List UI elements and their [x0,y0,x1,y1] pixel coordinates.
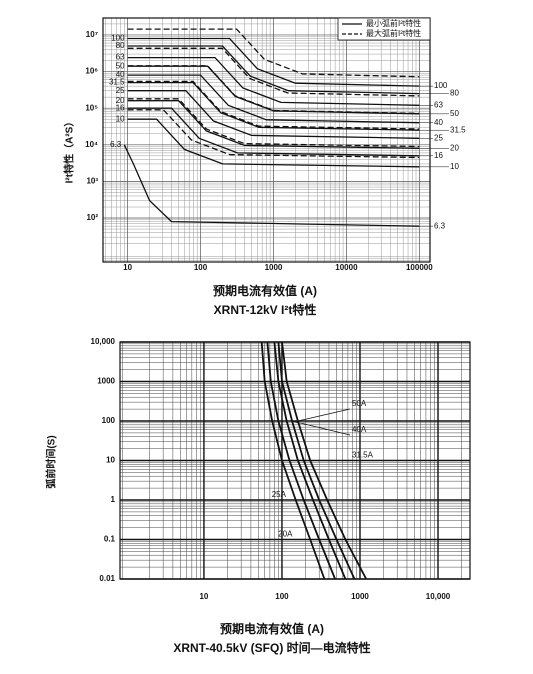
curve-label: 80 [450,89,459,98]
y-tick-label: 0.01 [99,574,115,583]
curve [266,341,336,580]
curve-label: 31.5 [109,78,125,87]
y-tick-label: 1 [111,495,116,504]
x-axis-label: 预期电流有效值 (A) [220,621,324,636]
curve-label: 63 [116,53,125,62]
y-tick-label: 10⁶ [85,67,98,76]
curve [127,98,420,148]
y-axis-label: 弧前时间(S) [45,435,58,488]
curve [127,74,420,124]
curve [127,100,420,149]
curve-label: 50A [352,399,367,408]
x-tick-label: 10 [199,592,208,601]
curve-label: 40 [116,70,125,79]
curve [127,80,420,130]
y-tick-label: 10⁵ [85,103,98,112]
curve [127,109,420,159]
x-tick-label: 1000 [265,263,283,272]
curve-label: 40A [352,425,367,434]
curve [127,28,420,78]
curve-label: 6.3 [110,140,122,149]
y-tick-label: 1000 [97,377,115,386]
plot-frame [102,17,431,263]
x-tick-label: 10,000 [426,592,451,601]
curve-label: 20A [278,530,293,539]
legend-label: 最大弧前I²t特性 [366,28,421,38]
curve-label: 20 [116,96,125,105]
curve [260,341,326,580]
curve [277,341,356,580]
chart-title: XRNT-12kV I²t特性 [214,302,317,317]
y-tick-label: 10² [86,213,98,222]
curve-label: 50 [450,109,459,118]
curve [127,47,420,97]
leader-line [297,408,351,422]
curve [127,118,420,168]
y-axis-label: I²t特性（A²S） [63,117,76,184]
x-tick-label: 1000 [351,592,369,601]
x-tick-label: 10000 [335,263,358,272]
x-tick-label: 100000 [406,263,433,272]
curve-label: 100 [111,34,125,43]
x-tick-label: 10 [123,263,132,272]
y-tick-label: 10⁴ [85,140,98,149]
y-tick-label: 10 [106,456,115,465]
curve [127,37,420,87]
x-axis-label: 预期电流有效值 (A) [213,283,317,298]
curve [281,341,367,580]
curve-label: 63 [434,100,443,109]
plot-frame [119,341,471,580]
curve [127,45,420,95]
chart-title: XRNT-40.5kV (SFQ) 时间—电流特性 [173,640,370,655]
curve [123,144,420,227]
curve-label: 31.5 [450,125,466,134]
curve-label: 25A [272,490,287,499]
curve-label: 16 [434,151,443,160]
curve-label: 6.3 [434,221,446,230]
curve [127,81,420,131]
curve-label: 16 [116,103,125,112]
y-tick-label: 0.1 [104,535,116,544]
y-tick-label: 100 [102,416,116,425]
x-tick-label: 100 [194,263,208,272]
curve [127,90,420,139]
curve-label: 10 [450,162,459,171]
curve-label: 40 [434,118,443,127]
x-tick-label: 100 [275,592,289,601]
y-tick-label: 10,000 [91,337,116,346]
curve-label: 25 [116,86,125,95]
curve-label: 100 [434,81,448,90]
legend-label: 最小弧前I²t特性 [366,18,421,28]
y-tick-label: 10⁷ [86,30,98,39]
curve-label: 50 [116,61,125,70]
curve [127,107,420,157]
curve [127,56,420,106]
curve-label: 31.5A [352,451,374,460]
curve-label: 20 [450,143,459,152]
leader-line [292,420,351,436]
curve-label: 80 [116,41,125,50]
y-tick-label: 10³ [86,177,98,186]
curve [127,65,420,115]
curve-label: 10 [116,114,125,123]
curve-label: 25 [434,133,443,142]
